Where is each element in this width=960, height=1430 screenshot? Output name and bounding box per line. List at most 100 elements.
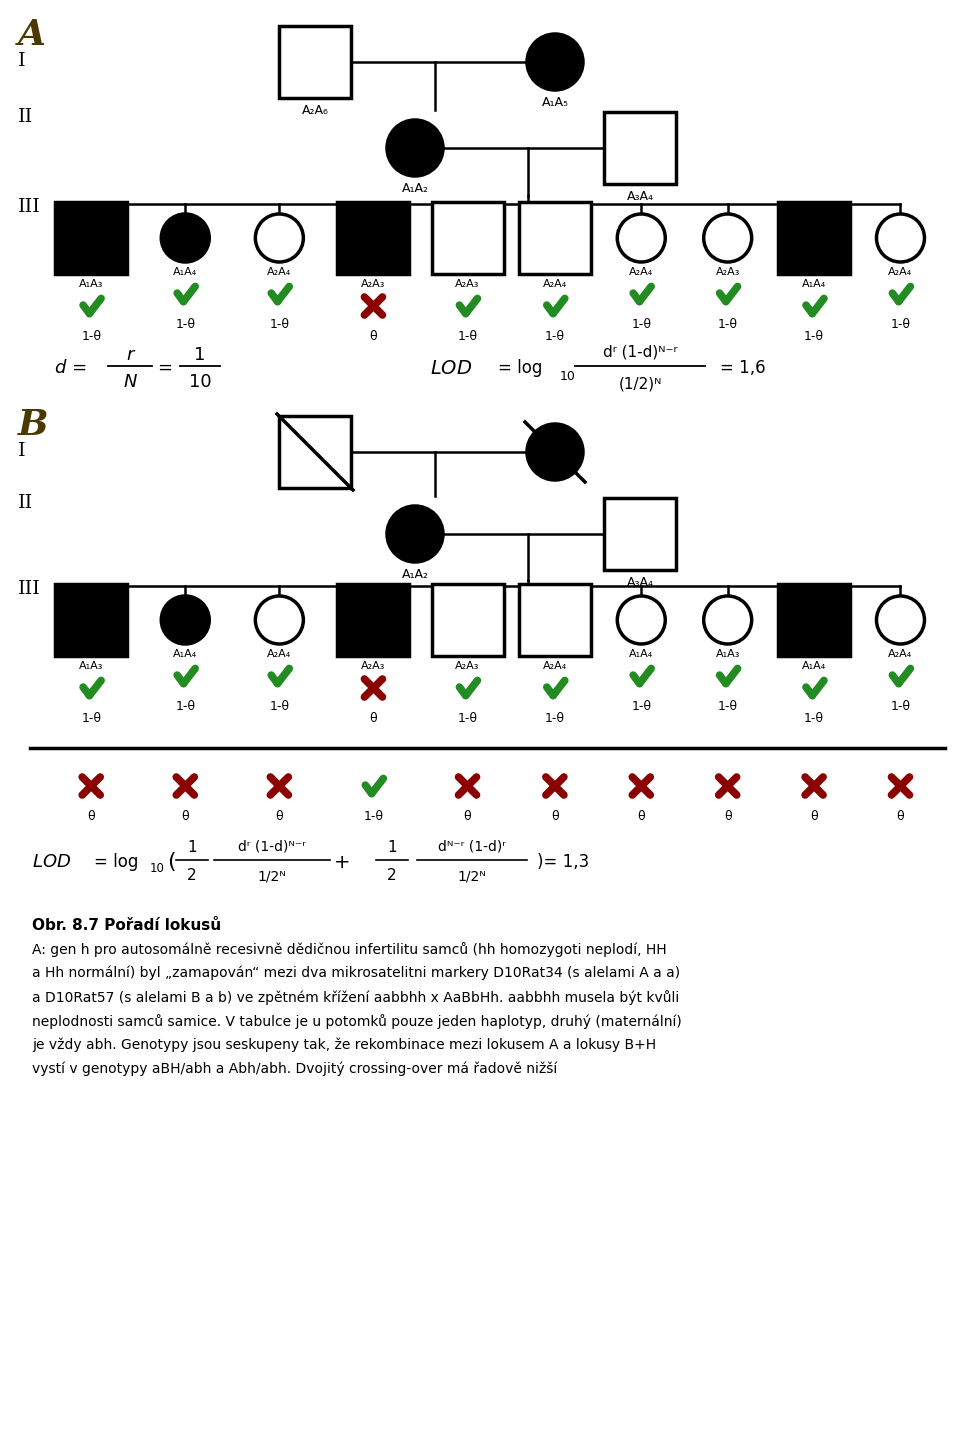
Text: 1-θ: 1-θ [891, 317, 910, 330]
Text: θ: θ [637, 809, 645, 822]
Ellipse shape [255, 596, 303, 644]
Text: 1: 1 [387, 841, 396, 855]
Ellipse shape [617, 596, 665, 644]
Text: A₁A₃: A₁A₃ [79, 279, 104, 289]
Bar [431, 202, 503, 275]
Text: A₁A₃: A₁A₃ [715, 649, 740, 659]
Text: A₂A₃: A₂A₃ [361, 661, 386, 671]
Text: = log: = log [498, 359, 542, 378]
Text: A₃A₄: A₃A₄ [627, 575, 654, 589]
Text: 1-θ: 1-θ [632, 699, 651, 712]
Text: = 1,6: = 1,6 [720, 359, 766, 378]
Text: 1-θ: 1-θ [458, 712, 477, 725]
Bar [778, 583, 851, 656]
Text: 1-θ: 1-θ [632, 317, 651, 330]
Ellipse shape [527, 425, 583, 480]
Text: A: gen h pro autosomálně recesivně dědičnou infertilitu samců (hh homozygoti nep: A: gen h pro autosomálně recesivně dědič… [32, 942, 666, 957]
Bar [279, 416, 351, 488]
Text: A₂A₆: A₂A₆ [301, 103, 328, 116]
Bar [338, 583, 409, 656]
Text: A₁A₂: A₁A₂ [401, 182, 428, 194]
Text: I: I [18, 51, 26, 70]
Text: θ: θ [551, 809, 559, 822]
Text: 1-θ: 1-θ [458, 329, 477, 343]
Bar [778, 202, 851, 275]
Text: θ: θ [897, 809, 904, 822]
Text: =: = [157, 359, 173, 378]
Text: III: III [18, 581, 41, 598]
Text: I: I [18, 442, 26, 460]
Text: 1-θ: 1-θ [82, 712, 101, 725]
Bar [604, 498, 676, 571]
Text: III: III [18, 197, 41, 216]
Text: A₂A₃: A₂A₃ [361, 279, 386, 289]
Text: (1/2)ᴺ: (1/2)ᴺ [618, 376, 661, 392]
Text: 1/2ᴺ: 1/2ᴺ [458, 869, 487, 882]
Bar [279, 26, 351, 99]
Ellipse shape [704, 214, 752, 262]
Text: 1: 1 [187, 841, 197, 855]
Text: je vždy abh. Genotypy jsou seskupeny tak, že rekombinace mezi lokusem A a lokusy: je vždy abh. Genotypy jsou seskupeny tak… [32, 1038, 656, 1052]
Text: = log: = log [94, 854, 138, 871]
Text: a Hh normální) byl „zamapován“ mezi dva mikrosatelitni markery D10Rat34 (s alela: a Hh normální) byl „zamapován“ mezi dva … [32, 967, 680, 981]
Text: A₂A₃: A₂A₃ [715, 267, 740, 277]
Text: 1: 1 [194, 346, 205, 365]
Text: 1-θ: 1-θ [718, 317, 737, 330]
Text: A₁A₄: A₁A₄ [629, 649, 654, 659]
Text: 1-θ: 1-θ [891, 699, 910, 712]
Ellipse shape [255, 214, 303, 262]
Ellipse shape [617, 214, 665, 262]
Text: A₂A₄: A₂A₄ [267, 649, 292, 659]
Bar [604, 112, 676, 184]
Text: II: II [18, 109, 34, 126]
Ellipse shape [161, 214, 209, 262]
Ellipse shape [161, 596, 209, 644]
Text: r: r [127, 346, 133, 365]
Text: θ: θ [464, 809, 471, 822]
Text: 1-θ: 1-θ [176, 699, 195, 712]
Ellipse shape [527, 34, 583, 90]
Bar [56, 583, 127, 656]
Text: 2: 2 [387, 868, 396, 884]
Text: A₁A₄: A₁A₄ [802, 661, 827, 671]
Text: θ: θ [724, 809, 732, 822]
Text: A₁A₃: A₁A₃ [79, 661, 104, 671]
Text: 1-θ: 1-θ [804, 712, 824, 725]
Text: A₂A₄: A₂A₄ [542, 661, 567, 671]
Text: A: A [18, 19, 46, 51]
Text: $\mathit{LOD}$: $\mathit{LOD}$ [32, 854, 71, 871]
Ellipse shape [704, 596, 752, 644]
Text: θ: θ [87, 809, 95, 822]
Bar [56, 202, 127, 275]
Text: A₁A₂: A₁A₂ [401, 568, 428, 581]
Text: neplodnosti samců samice. V tabulce je u potomků pouze jeden haplotyp, druhý (ma: neplodnosti samců samice. V tabulce je u… [32, 1014, 682, 1030]
Text: dʳ (1-d)ᴺ⁻ʳ: dʳ (1-d)ᴺ⁻ʳ [238, 839, 306, 854]
Text: A₂A₄: A₂A₄ [888, 649, 913, 659]
Bar [518, 583, 590, 656]
Text: θ: θ [810, 809, 818, 822]
Text: B: B [18, 408, 49, 442]
Text: θ: θ [276, 809, 283, 822]
Text: A₁A₄: A₁A₄ [173, 267, 198, 277]
Text: 1-θ: 1-θ [718, 699, 737, 712]
Ellipse shape [387, 506, 443, 562]
Text: 1-θ: 1-θ [804, 329, 824, 343]
Text: θ: θ [370, 329, 377, 343]
Ellipse shape [876, 596, 924, 644]
Text: θ: θ [370, 712, 377, 725]
Bar [518, 202, 590, 275]
Text: A₂A₄: A₂A₄ [629, 267, 654, 277]
Text: A₂A₄: A₂A₄ [267, 267, 292, 277]
Text: 10: 10 [189, 373, 211, 390]
Text: 1-θ: 1-θ [176, 317, 195, 330]
Text: +: + [334, 852, 350, 871]
Text: Obr. 8.7 Pořadí lokusů: Obr. 8.7 Pořadí lokusů [32, 918, 221, 932]
Text: dʳ (1-d)ᴺ⁻ʳ: dʳ (1-d)ᴺ⁻ʳ [603, 345, 677, 359]
Text: A₂A₃: A₂A₃ [455, 279, 480, 289]
Ellipse shape [876, 214, 924, 262]
Text: dᴺ⁻ʳ (1-d)ʳ: dᴺ⁻ʳ (1-d)ʳ [438, 839, 506, 854]
Text: 2: 2 [187, 868, 197, 884]
Bar [338, 202, 409, 275]
Text: $\mathit{LOD}$: $\mathit{LOD}$ [430, 359, 472, 378]
Text: A₂A₄: A₂A₄ [888, 267, 913, 277]
